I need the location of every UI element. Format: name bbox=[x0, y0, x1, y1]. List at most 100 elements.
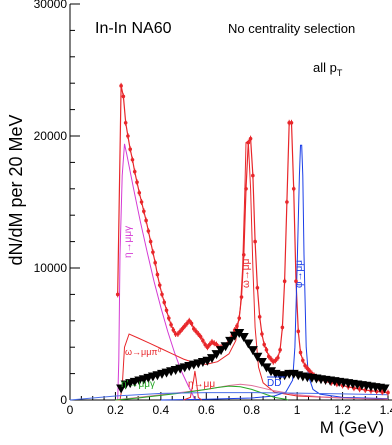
excess-data-point bbox=[247, 346, 258, 356]
excess-data-point bbox=[379, 384, 390, 394]
curve-label: η→μμγ bbox=[123, 226, 134, 258]
data-point bbox=[278, 348, 282, 352]
data-point bbox=[191, 326, 196, 331]
component-curve bbox=[183, 370, 203, 401]
data-point bbox=[121, 94, 126, 99]
data-point bbox=[285, 200, 289, 204]
data-point bbox=[187, 319, 192, 323]
excess-data-point bbox=[211, 350, 222, 360]
data-point bbox=[276, 355, 280, 360]
data-point bbox=[151, 250, 155, 254]
component-curve bbox=[115, 140, 389, 401]
excess-data-point bbox=[256, 358, 267, 368]
data-point bbox=[239, 295, 244, 299]
curve-label: DD bbox=[267, 378, 281, 389]
excess-data-point bbox=[216, 346, 227, 356]
y-axis-label: dN/dM per 20 MeV bbox=[6, 114, 26, 265]
data-point bbox=[305, 366, 310, 371]
component-curve bbox=[115, 383, 389, 401]
excess-data-point bbox=[225, 336, 236, 346]
data-point bbox=[280, 325, 285, 330]
data-point bbox=[198, 334, 203, 339]
x-tick-label: 1 bbox=[294, 403, 301, 417]
curve-label: η'→μμγ bbox=[121, 379, 155, 390]
data-point bbox=[194, 329, 198, 334]
data-point bbox=[148, 239, 153, 244]
pt-label-main: all p bbox=[313, 60, 337, 75]
pt-label-sub: T bbox=[337, 68, 343, 78]
excess-data-point bbox=[266, 367, 277, 377]
data-point bbox=[203, 342, 207, 347]
data-point bbox=[135, 180, 139, 184]
data-point bbox=[205, 345, 210, 350]
data-point bbox=[307, 369, 312, 373]
data-point bbox=[294, 279, 298, 284]
x-tick-label: 0.6 bbox=[198, 403, 215, 417]
data-point bbox=[357, 387, 362, 391]
data-point bbox=[196, 332, 201, 336]
y-tick-label: 0 bbox=[60, 393, 67, 407]
data-point bbox=[171, 328, 176, 332]
x-tick-label: 0.2 bbox=[107, 403, 124, 417]
data-point bbox=[160, 292, 164, 297]
data-point bbox=[266, 354, 271, 359]
component-curve bbox=[69, 392, 389, 401]
data-point bbox=[380, 390, 385, 394]
data-point bbox=[119, 84, 123, 88]
x-tick-label: 1.4 bbox=[380, 403, 392, 417]
component-curve bbox=[115, 143, 196, 401]
curve-label: ω→μμ bbox=[241, 258, 252, 288]
data-point bbox=[264, 348, 269, 352]
data-point bbox=[298, 350, 303, 355]
data-point bbox=[291, 187, 296, 191]
data-point bbox=[289, 121, 294, 125]
data-point bbox=[248, 136, 253, 141]
data-point bbox=[237, 316, 242, 320]
y-tick-label: 20000 bbox=[34, 129, 68, 143]
y-tick-label: 10000 bbox=[34, 261, 68, 275]
x-tick-label: 0.8 bbox=[243, 403, 260, 417]
data-point bbox=[303, 363, 307, 368]
curve-label: ω→μμπ⁰ bbox=[125, 347, 162, 357]
curve-label: φ→μμ bbox=[294, 260, 305, 288]
data-point bbox=[180, 326, 185, 331]
data-point bbox=[262, 342, 267, 347]
data-point bbox=[386, 390, 390, 395]
excess-data-point bbox=[238, 332, 249, 342]
data-point bbox=[201, 338, 205, 343]
data-point bbox=[301, 358, 305, 363]
data-point bbox=[128, 147, 132, 151]
data-point bbox=[207, 342, 212, 347]
data-point bbox=[185, 321, 189, 326]
data-point bbox=[123, 121, 128, 125]
data-point bbox=[253, 239, 257, 244]
y-tick-label: 30000 bbox=[34, 0, 68, 11]
component-curve bbox=[160, 144, 389, 401]
data-point bbox=[269, 357, 273, 361]
x-tick-label: 1.2 bbox=[334, 403, 351, 417]
data-point bbox=[146, 229, 151, 233]
data-point bbox=[126, 134, 130, 138]
data-point bbox=[296, 329, 301, 334]
data-point bbox=[115, 292, 120, 297]
pt-label: all pT bbox=[313, 60, 343, 78]
data-point bbox=[235, 324, 239, 328]
excess-data-point bbox=[220, 342, 231, 352]
excess-data-point bbox=[252, 352, 263, 362]
data-point bbox=[182, 324, 187, 328]
x-tick-label: 0 bbox=[67, 403, 74, 417]
data-point bbox=[153, 260, 157, 265]
data-point bbox=[157, 283, 162, 287]
data-point bbox=[251, 173, 255, 178]
data-point bbox=[241, 253, 246, 257]
data-point bbox=[137, 190, 142, 195]
data-point bbox=[144, 218, 148, 223]
excess-data-point bbox=[116, 384, 127, 394]
data-point bbox=[155, 272, 160, 277]
data-point bbox=[282, 279, 287, 284]
data-point bbox=[162, 300, 167, 305]
x-tick-label: 0.4 bbox=[153, 403, 170, 417]
data-point bbox=[257, 315, 262, 319]
data-point bbox=[273, 358, 278, 363]
